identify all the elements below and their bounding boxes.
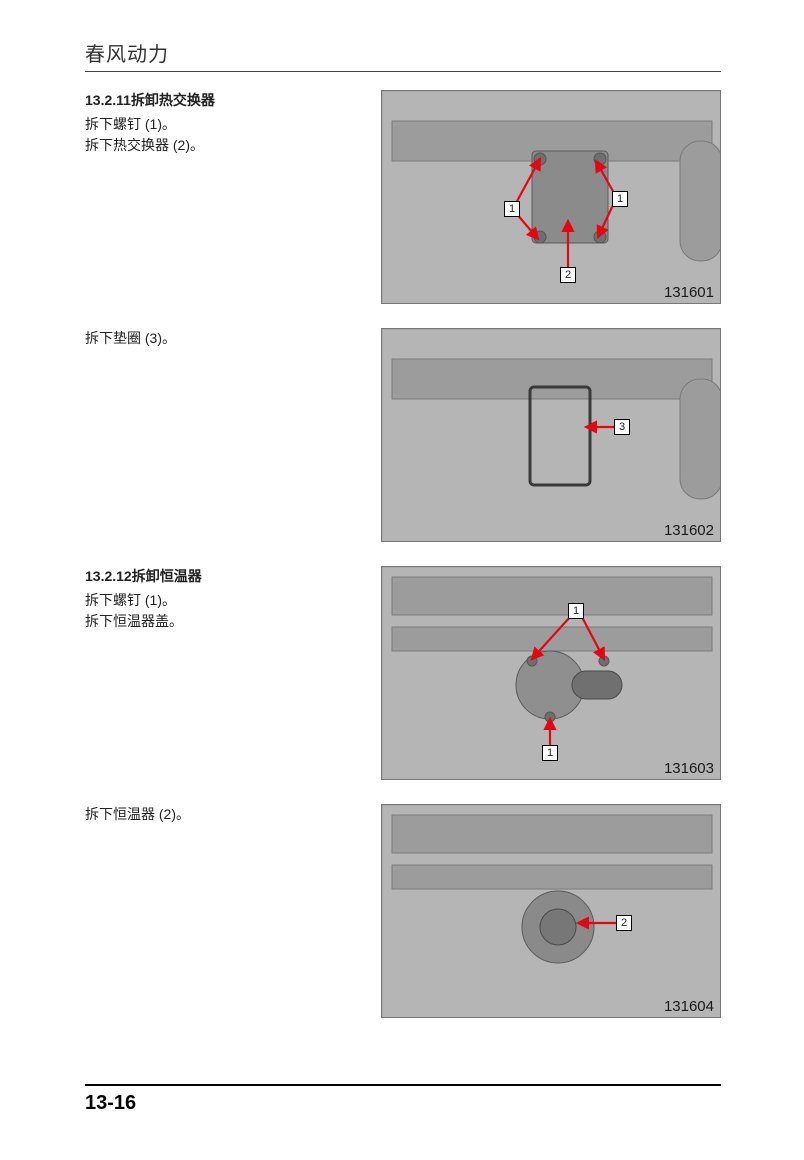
section-heading: 13.2.12拆卸恒温器 — [85, 566, 369, 588]
text-column: 13.2.12拆卸恒温器 拆下螺钉 (1)。 拆下恒温器盖。 — [85, 566, 381, 633]
figure-column: 3 131602 — [381, 328, 721, 542]
manual-row: 拆下垫圈 (3)。 3 — [85, 328, 721, 542]
figure-id: 131604 — [662, 998, 716, 1015]
callout-label: 1 — [568, 603, 584, 619]
instruction-line: 拆下热交换器 (2)。 — [85, 135, 369, 157]
callout-label: 2 — [560, 267, 576, 283]
figure-id: 131602 — [662, 522, 716, 539]
section-number: 13.2.12 — [85, 568, 132, 584]
instruction-line: 拆下螺钉 (1)。 — [85, 114, 369, 136]
engine-illustration — [382, 329, 720, 541]
callout-label: 1 — [612, 191, 628, 207]
manual-row: 13.2.12拆卸恒温器 拆下螺钉 (1)。 拆下恒温器盖。 — [85, 566, 721, 780]
content-area: 13.2.11拆卸热交换器 拆下螺钉 (1)。 拆下热交换器 (2)。 — [85, 90, 721, 1018]
section-number: 13.2.11 — [85, 92, 131, 108]
manual-row: 拆下恒温器 (2)。 — [85, 804, 721, 1018]
callout-label: 1 — [542, 745, 558, 761]
text-column: 拆下恒温器 (2)。 — [85, 804, 381, 826]
figure-column: 2 131604 — [381, 804, 721, 1018]
page-header-brand: 春风动力 — [85, 38, 721, 72]
figure: 2 131604 — [381, 804, 721, 1018]
instruction-line: 拆下垫圈 (3)。 — [85, 328, 369, 350]
engine-illustration — [382, 91, 720, 303]
page-footer: 13-16 — [85, 1084, 721, 1115]
figure: 1 1 2 131601 — [381, 90, 721, 304]
callout-label: 3 — [614, 419, 630, 435]
callout-label: 1 — [504, 201, 520, 217]
text-column: 13.2.11拆卸热交换器 拆下螺钉 (1)。 拆下热交换器 (2)。 — [85, 90, 381, 157]
callout-label: 2 — [616, 915, 632, 931]
instruction-line: 拆下恒温器 (2)。 — [85, 804, 369, 826]
text-column: 拆下垫圈 (3)。 — [85, 328, 381, 350]
section-title: 拆卸热交换器 — [131, 92, 215, 108]
manual-row: 13.2.11拆卸热交换器 拆下螺钉 (1)。 拆下热交换器 (2)。 — [85, 90, 721, 304]
instruction-line: 拆下恒温器盖。 — [85, 611, 369, 633]
instruction-line: 拆下螺钉 (1)。 — [85, 590, 369, 612]
section-title: 拆卸恒温器 — [132, 568, 202, 584]
section-heading: 13.2.11拆卸热交换器 — [85, 90, 369, 112]
figure-id: 131601 — [662, 284, 716, 301]
figure-column: 1 1 2 131601 — [381, 90, 721, 304]
page-number: 13-16 — [85, 1092, 136, 1114]
figure: 1 1 131603 — [381, 566, 721, 780]
figure: 3 131602 — [381, 328, 721, 542]
figure-id: 131603 — [662, 760, 716, 777]
figure-column: 1 1 131603 — [381, 566, 721, 780]
engine-illustration — [382, 805, 720, 1017]
